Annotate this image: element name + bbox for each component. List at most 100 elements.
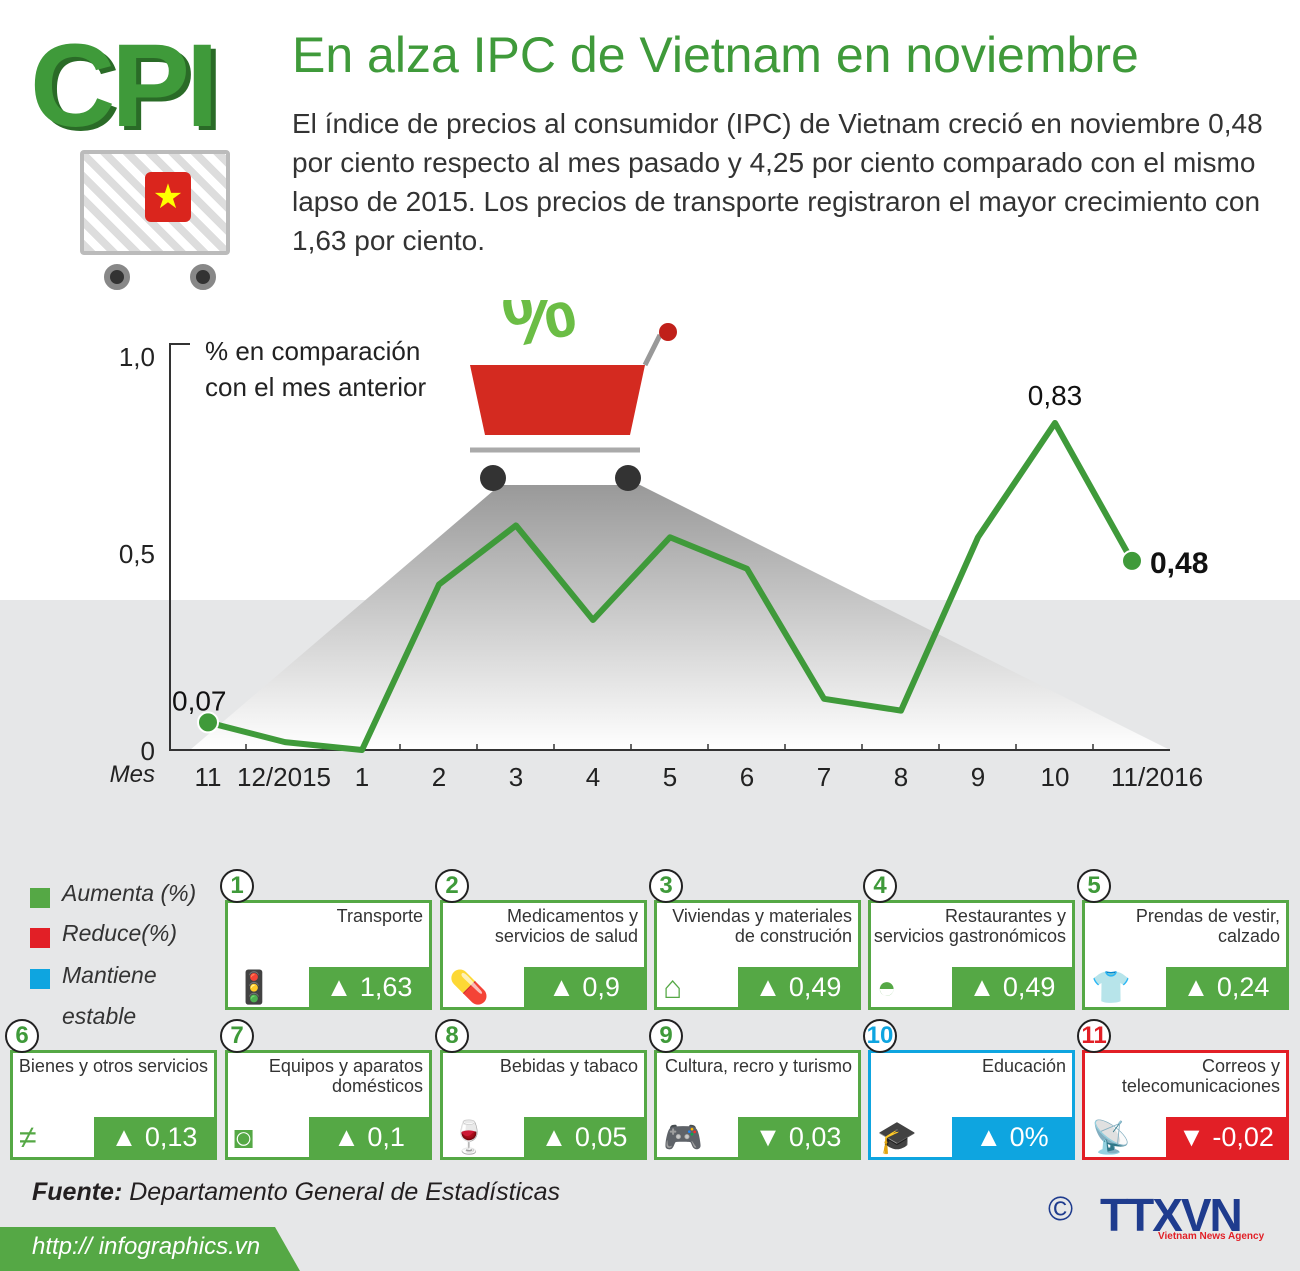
x-tick-label: 6 — [740, 762, 754, 792]
gamepad-icon: 🎮 — [663, 1119, 703, 1155]
card-value: ▲ 0,05 — [524, 1117, 644, 1157]
x-tick-label: 11/2016 — [1111, 762, 1203, 792]
clothing-icon: 👕 — [1091, 969, 1131, 1005]
copyright-icon: © — [1048, 1190, 1074, 1228]
x-tick-label: 1 — [355, 762, 369, 792]
card-number: 9 — [649, 1019, 683, 1053]
card-value: ▲ 0% — [952, 1117, 1072, 1157]
y-tick-label: 0,5 — [119, 539, 155, 569]
x-tick-label: 10 — [1041, 762, 1070, 792]
card-value: ▲ 0,9 — [524, 967, 644, 1007]
x-axis-label: Mes — [110, 761, 155, 788]
svg-text:%: % — [495, 300, 583, 365]
card-number: 11 — [1077, 1019, 1111, 1053]
category-card: 4 ◓ Restaurantes y servicios gastronómic… — [863, 869, 1075, 1010]
y-tick-label: 1,0 — [119, 342, 155, 372]
card-label: Correos y telecomunicaciones — [1121, 1056, 1280, 1096]
card-label: Bebidas y tabaco — [499, 1056, 638, 1076]
vietnam-flag-icon: ★ — [145, 172, 191, 222]
category-card: 3 ⌂ Viviendas y materiales de construció… — [649, 869, 861, 1010]
category-card: 8 🍷 Bebidas y tabaco ▲ 0,05 — [435, 1019, 647, 1160]
card-number: 8 — [435, 1019, 469, 1053]
card-label: Educación — [981, 1056, 1066, 1076]
source: Fuente: Departamento General de Estadíst… — [32, 1178, 560, 1207]
card-number: 5 — [1077, 869, 1111, 903]
category-card: 5 👕 Prendas de vestir, calzado ▲ 0,24 — [1077, 869, 1289, 1010]
x-tick-label: 5 — [663, 762, 677, 792]
card-value: ▲ 0,13 — [94, 1117, 214, 1157]
card-value: ▼ 0,03 — [738, 1117, 858, 1157]
data-label: 0,07 — [172, 685, 227, 716]
card-number: 7 — [220, 1019, 254, 1053]
agency-logo: TTXVN — [1100, 1189, 1243, 1241]
website-link[interactable]: http:// infographics.vn — [32, 1233, 261, 1260]
wheel-icon — [104, 264, 130, 290]
category-card: 1 🚦 Transporte ▲ 1,63 — [220, 869, 432, 1010]
x-tick-label: 8 — [894, 762, 908, 792]
category-card: 6 ≠ Bienes y otros servicios ▲ 0,13 — [5, 1019, 217, 1160]
legend-label-decrease: Reduce(%) — [62, 920, 178, 946]
data-label: 0,48 — [1150, 547, 1208, 580]
legend-label-stable: Mantiene — [62, 962, 157, 988]
y-axis-label-line1: % en comparación — [205, 336, 420, 366]
card-label: Viviendas y materiales de construción — [672, 906, 852, 946]
x-tick-label: 3 — [509, 762, 523, 792]
category-card: 2 💊 Medicamentos y servicios de salud ▲ … — [435, 869, 647, 1010]
x-tick-label: 12/2015 — [237, 762, 331, 792]
category-card: 9 🎮 Cultura, recro y turismo ▼ 0,03 — [649, 1019, 861, 1160]
series-line — [207, 419, 1135, 753]
source-label: Fuente: — [32, 1178, 123, 1206]
card-number: 2 — [435, 869, 469, 903]
card-number: 3 — [649, 869, 683, 903]
x-tick-label: 11 — [195, 762, 222, 792]
description: El índice de precios al consumidor (IPC)… — [292, 108, 1263, 256]
category-card: 10 🎓 Educación ▲ 0% — [863, 1019, 1075, 1160]
washing-machine-icon: ◙ — [234, 1119, 254, 1155]
data-point — [197, 711, 219, 734]
card-label: Bienes y otros servicios — [18, 1056, 208, 1076]
category-card: 11 📡 Correos y telecomunicaciones ▼ -0,0… — [1077, 1019, 1289, 1160]
data-label: 0,83 — [1028, 380, 1083, 411]
pill-icon: 💊 — [449, 969, 489, 1005]
cart-percent-icon: % — [470, 300, 677, 491]
page-title: En alza IPC de Vietnam en noviembre — [292, 27, 1139, 83]
card-label: Restaurantes y servicios gastronómicos — [873, 906, 1066, 946]
card-number: 10 — [863, 1019, 897, 1053]
graduation-cap-icon: 🎓 — [877, 1119, 917, 1155]
card-label: Prendas de vestir, calzado — [1135, 906, 1280, 946]
agency-subtitle: Vietnam News Agency — [1158, 1231, 1265, 1242]
card-value: ▲ 0,24 — [1166, 967, 1286, 1007]
source-text: Departamento General de Estadísticas — [129, 1178, 561, 1206]
axes-lines — [169, 343, 1170, 751]
card-value: ▲ 0,1 — [309, 1117, 429, 1157]
card-number: 6 — [5, 1019, 39, 1053]
wheel-icon — [190, 264, 216, 290]
card-value: ▲ 0,49 — [738, 967, 858, 1007]
card-label: Transporte — [336, 906, 423, 926]
card-value: ▲ 0,49 — [952, 967, 1072, 1007]
antenna-icon: 📡 — [1091, 1119, 1131, 1155]
y-axis-label-line2: con el mes anterior — [205, 372, 426, 402]
spotlight-shape — [190, 485, 1170, 750]
legend-swatch-stable — [30, 969, 50, 989]
card-number: 1 — [220, 869, 254, 903]
legend-swatch-increase — [30, 888, 50, 908]
category-card: 7 ◙ Equipos y aparatos domésticos ▲ 0,1 — [220, 1019, 432, 1160]
legend-label-increase: Aumenta (%) — [62, 880, 197, 906]
card-value: ▼ -0,02 — [1166, 1117, 1286, 1157]
y-tick-label: 0 — [141, 736, 155, 766]
x-tick-label: 7 — [817, 762, 831, 792]
x-tick-label: 2 — [432, 762, 446, 792]
x-tick-label: 9 — [971, 762, 985, 792]
card-label: Equipos y aparatos domésticos — [268, 1056, 423, 1096]
bottle-cigarette-icon: 🍷 — [449, 1119, 489, 1155]
line-chart: 0 0,5 1,0 11 12/2015 1 2 3 4 5 6 7 8 9 10 11/2016 % % e… — [0, 300, 1300, 840]
card-label: Cultura, recro y turismo — [664, 1056, 852, 1076]
cpi-logo: CPI — [30, 20, 219, 152]
house-icon: ⌂ — [663, 969, 683, 1005]
x-tick-label: 4 — [586, 762, 600, 792]
legend-label-stable-2: estable — [62, 1003, 137, 1029]
data-point — [1121, 549, 1143, 572]
card-number: 4 — [863, 869, 897, 903]
not-equal-icon: ≠ — [19, 1119, 37, 1155]
